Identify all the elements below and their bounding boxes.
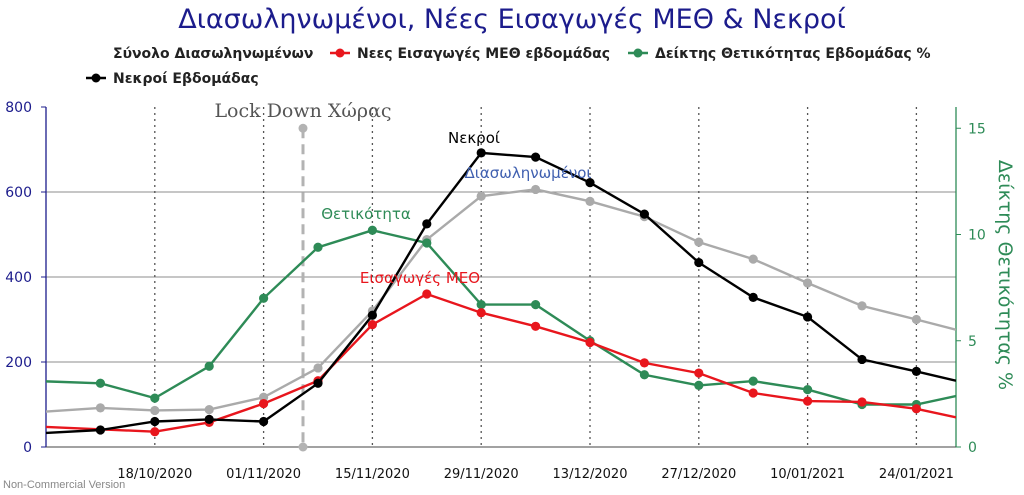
data-point: [150, 393, 160, 403]
data-point: [639, 209, 650, 219]
data-point: [531, 152, 541, 162]
data-point: [150, 416, 160, 427]
y-left-tick-label: 600: [5, 185, 32, 201]
data-point: [803, 278, 813, 288]
data-point: [531, 321, 541, 331]
data-point: [259, 399, 269, 409]
data-point: [857, 301, 867, 311]
data-point: [803, 396, 813, 406]
data-point: [259, 293, 269, 303]
data-point: [748, 254, 758, 264]
data-point: [531, 184, 541, 195]
series-label: Θετικότητα: [321, 205, 411, 223]
x-tick-label: 15/11/2020: [335, 467, 410, 482]
data-point: [150, 405, 160, 416]
series-label: Εισαγωγές ΜΕΘ: [360, 269, 480, 287]
lockdown-marker-top: [298, 123, 308, 133]
legend-swatch-marker: [91, 73, 101, 83]
data-point: [476, 191, 486, 201]
y-left-tick-label: 400: [5, 270, 32, 286]
legend-label: Νεκροί Εβδομάδας: [113, 71, 259, 87]
data-point: [367, 225, 377, 235]
data-point: [911, 404, 922, 414]
series-label: Διασωληνωμένοι: [465, 164, 592, 182]
data-point: [95, 425, 105, 435]
data-point: [422, 219, 432, 229]
y-right-tick-label: 0: [968, 440, 977, 456]
data-point: [585, 178, 595, 188]
series-label: Νεκροί: [448, 129, 500, 147]
data-point: [204, 414, 214, 424]
data-point: [803, 312, 813, 322]
data-point: [367, 320, 377, 330]
legend-label: Νεες Εισαγωγές ΜΕΘ εβδομάδας: [357, 46, 610, 62]
data-point: [694, 257, 704, 268]
data-point: [476, 308, 486, 318]
x-tick-label: 27/12/2020: [661, 467, 736, 482]
data-point: [313, 363, 323, 373]
data-point: [639, 358, 650, 368]
data-point: [748, 292, 758, 302]
data-point: [95, 403, 105, 413]
x-tick-label: 29/11/2020: [444, 467, 519, 482]
data-point: [748, 376, 758, 386]
y-right-axis-label: Δείκτης Θετικότητας %: [994, 160, 1016, 390]
data-point: [694, 380, 704, 390]
data-point: [204, 405, 214, 415]
data-point: [803, 385, 813, 395]
x-tick-label: 01/11/2020: [226, 467, 301, 482]
legend-swatch-marker: [633, 48, 643, 58]
data-point: [313, 378, 323, 388]
lockdown-marker-bottom: [298, 442, 308, 452]
lockdown-label: Lock Down Χώρας: [214, 100, 391, 122]
legend-label: Σύνολο Διασωληνωμένων: [113, 46, 313, 62]
data-point: [204, 361, 214, 371]
data-point: [911, 314, 922, 325]
data-point: [694, 368, 704, 378]
data-point: [476, 300, 486, 310]
data-point: [476, 148, 486, 158]
data-point: [531, 300, 541, 310]
data-point: [95, 378, 105, 388]
x-tick-label: 18/10/2020: [117, 467, 192, 482]
y-right-tick-label: 15: [968, 121, 986, 137]
legend-swatch-marker: [335, 48, 345, 58]
data-point: [694, 237, 704, 247]
y-left-tick-label: 200: [5, 355, 32, 371]
data-point: [313, 242, 323, 252]
legend-label: Δείκτης Θετικότητας Εβδομάδας %: [655, 46, 931, 62]
series-line: [46, 229, 956, 406]
x-tick-label: 13/12/2020: [553, 467, 628, 482]
y-right-tick-label: 5: [968, 334, 977, 350]
data-point: [259, 416, 269, 427]
data-point: [367, 310, 377, 320]
series-line: [46, 151, 956, 435]
y-left-tick-label: 0: [23, 440, 32, 456]
x-tick-label: 10/01/2021: [770, 467, 845, 482]
data-point: [911, 366, 922, 376]
data-point: [585, 337, 595, 348]
data-point: [150, 427, 160, 437]
data-point: [585, 196, 595, 206]
chart-title: Διασωληνωμένοι, Νέες Εισαγωγές ΜΕΘ & Νεκ…: [178, 4, 846, 35]
data-point: [857, 354, 867, 365]
data-point: [259, 392, 269, 402]
data-point: [422, 238, 432, 248]
data-point: [857, 397, 867, 407]
x-tick-label: 24/01/2021: [879, 467, 954, 482]
series-line: [46, 188, 956, 413]
data-point: [639, 370, 650, 380]
watermark: Non-Commercial Version: [3, 479, 126, 491]
data-point: [422, 289, 432, 299]
y-right-tick-label: 10: [968, 228, 986, 244]
data-point: [748, 388, 758, 398]
y-left-tick-label: 800: [5, 100, 32, 116]
